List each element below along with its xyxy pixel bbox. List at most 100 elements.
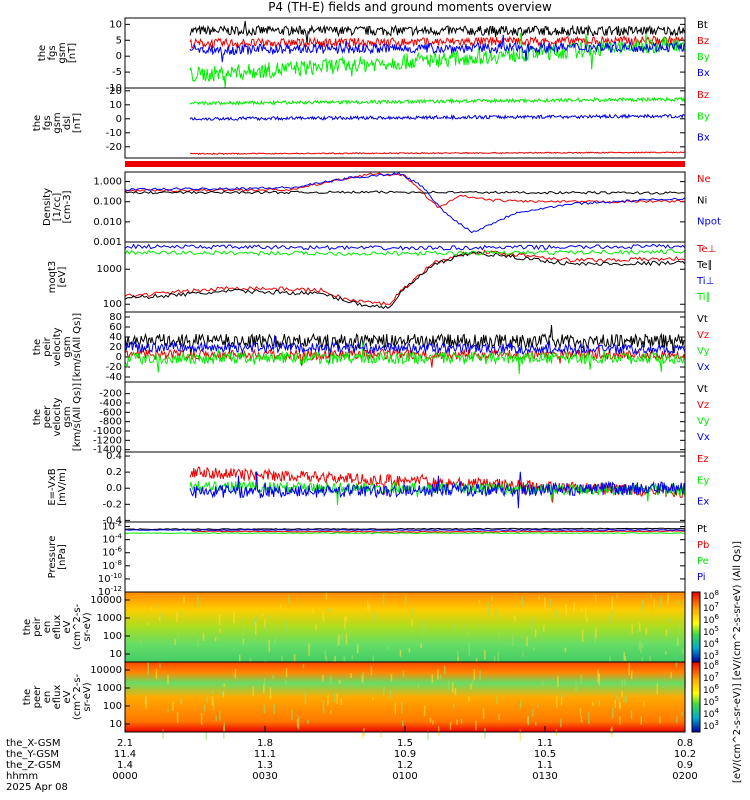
x-tick-label: 1.1	[537, 738, 553, 749]
spectrogram-texture	[167, 674, 169, 685]
panel-tick-label: 40	[109, 332, 122, 343]
panel-tick-label: -800	[99, 417, 122, 428]
legend-entry: By	[697, 111, 710, 122]
panel-tick-label: 10-6	[102, 546, 122, 559]
x-row-label: the_Y-GSM	[6, 749, 59, 760]
spectrogram-texture	[146, 622, 149, 626]
panel-fgs_gsm: thefgsgsm[nT]	[37, 17, 686, 89]
legend-entry: Bx	[697, 133, 710, 144]
colorbar-tick-label: 103	[703, 719, 719, 732]
spectrogram-texture	[581, 629, 584, 643]
spectrogram-texture	[669, 629, 671, 634]
spectrogram-texture	[536, 703, 539, 708]
spectrogram-texture	[281, 655, 283, 668]
spectrogram-texture	[495, 607, 497, 618]
spectrogram-texture	[594, 594, 597, 603]
panel-tick-label: 0	[116, 51, 122, 62]
spectrogram-texture	[482, 708, 485, 720]
panel-tick-label: -600	[99, 407, 122, 418]
panel-tick-label: 80	[109, 312, 122, 323]
legend-entry: Ez	[697, 454, 709, 465]
spectrogram-texture	[643, 700, 645, 707]
spectrogram-texture	[399, 649, 402, 657]
panel-tick-label: -1400	[93, 445, 122, 456]
series-line-Bt	[189, 20, 686, 45]
legend-entry: Vz	[697, 330, 709, 341]
spectrogram-texture	[521, 596, 524, 607]
panel-tick-label: 10-2	[102, 520, 122, 533]
spectrogram-texture	[268, 615, 270, 620]
spectrogram-texture	[266, 625, 268, 632]
spectrogram-texture	[612, 610, 614, 617]
panel-tick-label: 10000	[90, 665, 122, 676]
series-line-Bz	[189, 151, 686, 155]
spectrogram-texture	[664, 651, 667, 655]
legend-entry: Bz	[697, 36, 709, 47]
panel-tick-label: 100	[103, 701, 122, 712]
legend-entry: Ni	[697, 195, 707, 206]
panel-ylabel: thefgsgsm[nT]	[37, 42, 78, 63]
x-row-label: hhmm	[6, 771, 38, 782]
spectrogram-texture	[180, 697, 182, 704]
spectrogram-texture	[344, 616, 346, 629]
panel-tick-label: 10	[109, 719, 122, 730]
spectrogram-texture	[373, 612, 375, 622]
spectrogram-texture	[338, 634, 340, 646]
spectrogram-texture	[382, 593, 385, 606]
spectrogram-texture	[158, 616, 161, 621]
spectrogram-texture	[439, 674, 442, 680]
panel-tick-label: 100	[103, 631, 122, 642]
spectrogram-texture	[454, 622, 456, 630]
spectrogram-texture	[638, 640, 641, 650]
spectrogram-texture	[640, 641, 642, 654]
panel-density: Density[1/cc][cm-3]	[42, 171, 686, 243]
spectrogram-texture	[631, 624, 633, 634]
spectrogram-texture	[402, 670, 405, 678]
spectrogram-texture	[263, 704, 266, 714]
x-tick-label: 1.8	[257, 738, 273, 749]
spectrogram-texture	[531, 616, 533, 629]
spectrogram-texture	[386, 645, 389, 650]
spectrogram-texture	[511, 633, 514, 646]
spectrogram-texture	[619, 702, 621, 709]
spectrogram-texture	[675, 716, 678, 723]
panel-frame	[124, 381, 686, 453]
panel-tick-label: -10	[106, 83, 122, 94]
spectrogram-texture	[167, 709, 169, 713]
spectrogram-texture	[624, 655, 627, 662]
spectrogram-texture	[470, 683, 472, 690]
spectrogram-texture	[457, 650, 459, 659]
spectrogram-texture	[161, 612, 163, 621]
spectrogram-texture	[380, 731, 382, 738]
spectrogram-texture	[325, 655, 328, 664]
series-line-Pt	[124, 527, 686, 531]
spectrogram-texture	[621, 690, 623, 697]
panel-fgs_gsm_dsl: thefgsgsmdsl[nT]	[32, 87, 686, 159]
spectrogram-texture	[159, 663, 161, 668]
spectrogram-texture	[329, 608, 332, 612]
legend-entry: Bt	[697, 20, 708, 31]
spectrogram-texture	[584, 607, 587, 619]
spectrogram-texture	[475, 720, 477, 731]
spectrogram-texture	[460, 718, 463, 724]
x-tick-label: 1.4	[117, 760, 133, 771]
spectrogram-texture	[411, 607, 413, 618]
panel-tick-label: 1000	[97, 683, 122, 694]
spectrogram-texture	[212, 699, 215, 711]
spectrogram-texture	[197, 637, 199, 647]
spectrogram-texture	[560, 718, 562, 728]
spectrogram-texture	[641, 642, 644, 649]
x-tick-label: 0030	[252, 771, 277, 782]
panel-tick-label: 10	[109, 100, 122, 111]
panel-tick-label: -5	[112, 67, 122, 78]
spectrogram-texture	[242, 638, 245, 645]
spectrogram-texture	[618, 696, 621, 708]
spectrogram-image	[125, 592, 685, 662]
series-line-Te⊥	[124, 249, 686, 307]
spectrogram-texture	[609, 656, 611, 666]
spectrogram-texture	[597, 669, 599, 683]
spectrogram-texture	[285, 621, 287, 634]
spectrogram-texture	[202, 632, 205, 641]
spectrogram-texture	[479, 670, 481, 681]
panel-tick-label: -20	[106, 362, 122, 373]
